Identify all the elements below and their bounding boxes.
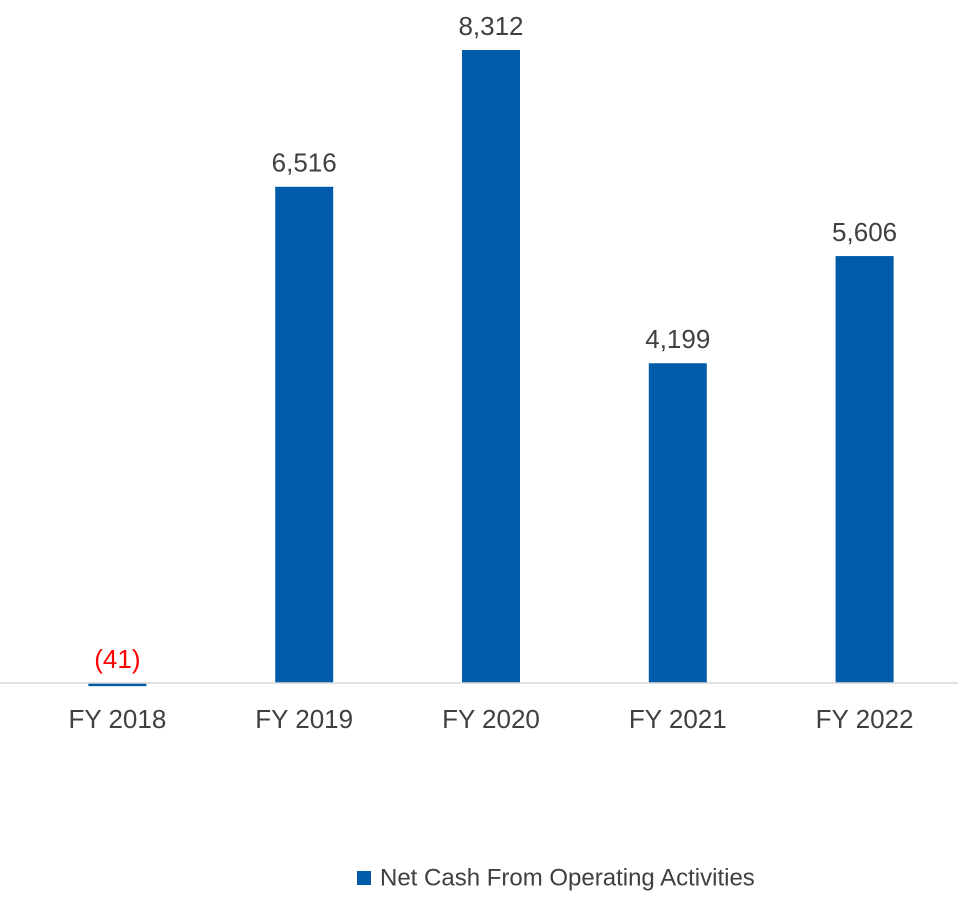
x-tick-label: FY 2019 xyxy=(255,704,353,734)
value-label: 8,312 xyxy=(458,11,523,41)
x-tick-label: FY 2022 xyxy=(816,704,914,734)
x-tick-label: FY 2020 xyxy=(442,704,540,734)
legend-swatch xyxy=(357,871,371,885)
bar xyxy=(648,363,707,683)
value-label: 6,516 xyxy=(272,148,337,178)
bar xyxy=(835,256,894,683)
value-label: 5,606 xyxy=(832,217,897,247)
value-label: (41) xyxy=(94,644,140,674)
bar xyxy=(275,186,334,684)
x-tick-label: FY 2021 xyxy=(629,704,727,734)
bar xyxy=(88,683,147,687)
value-label: 4,199 xyxy=(645,324,710,354)
bar xyxy=(462,50,520,683)
x-tick-label: FY 2018 xyxy=(68,704,166,734)
legend-label: Net Cash From Operating Activities xyxy=(380,864,755,891)
